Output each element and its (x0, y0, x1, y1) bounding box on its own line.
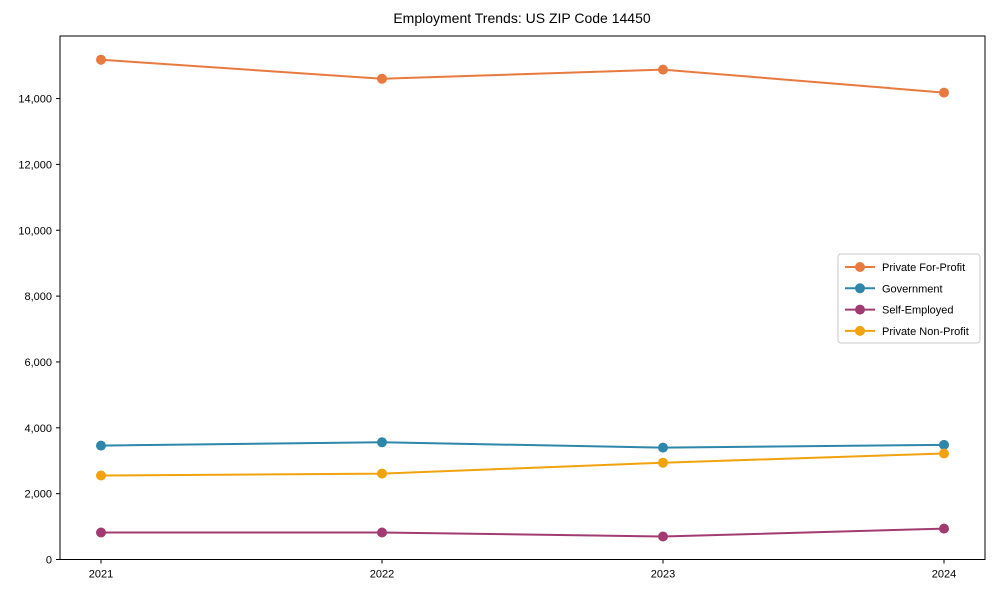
plot-area: 0 2,000 4,000 6,000 8,000 10,000 12,000 14,000 2… (18, 35, 986, 581)
data-point (96, 470, 106, 481)
plot-frame (59, 35, 986, 560)
data-point (658, 442, 668, 453)
y-tick-label: 14,000 (18, 94, 52, 106)
y-tick-label: 6,000 (24, 357, 52, 369)
y-tick-label: 8,000 (24, 291, 52, 303)
legend-label: Private For-Profit (882, 262, 965, 274)
data-point (658, 457, 668, 468)
legend: Private For-Profit Government Self-Employe… (837, 253, 981, 344)
data-point (658, 64, 668, 75)
x-tick-label: 2024 (932, 569, 956, 581)
legend-marker (855, 304, 865, 315)
legend-label: Government (882, 283, 943, 295)
data-point (377, 437, 387, 448)
series-line-private-for-profit (100, 58, 945, 94)
x-tick-label: 2022 (370, 569, 394, 581)
legend-marker (855, 283, 865, 294)
legend-marker (855, 325, 865, 336)
x-tick-label: 2021 (89, 569, 113, 581)
data-point (939, 87, 949, 98)
legend-label: Private Non-Profit (882, 326, 969, 338)
data-point (96, 54, 106, 65)
data-point (377, 468, 387, 479)
data-point (939, 523, 949, 534)
legend-label: Self-Employed (882, 305, 954, 317)
x-tick-label: 2023 (651, 569, 675, 581)
data-point (658, 531, 668, 542)
series-line-self-employed (101, 527, 945, 538)
data-point (96, 527, 106, 538)
data-point (377, 73, 387, 84)
data-point (96, 440, 106, 451)
y-tick-label: 4,000 (24, 423, 52, 435)
data-point (939, 448, 949, 459)
y-tick-label: 2,000 (24, 489, 52, 501)
series-line-private-non-profit (100, 452, 945, 477)
series-line-government (100, 441, 945, 449)
y-tick-label: 10,000 (18, 225, 52, 237)
legend-box (837, 253, 981, 344)
legend-marker (855, 262, 865, 272)
data-point (377, 527, 387, 538)
y-tick-label: 12,000 (18, 159, 52, 171)
data-point (939, 439, 949, 450)
chart-title: Employment Trends: US ZIP Code 14450 (393, 10, 651, 26)
y-tick-label: 0 (46, 555, 52, 567)
